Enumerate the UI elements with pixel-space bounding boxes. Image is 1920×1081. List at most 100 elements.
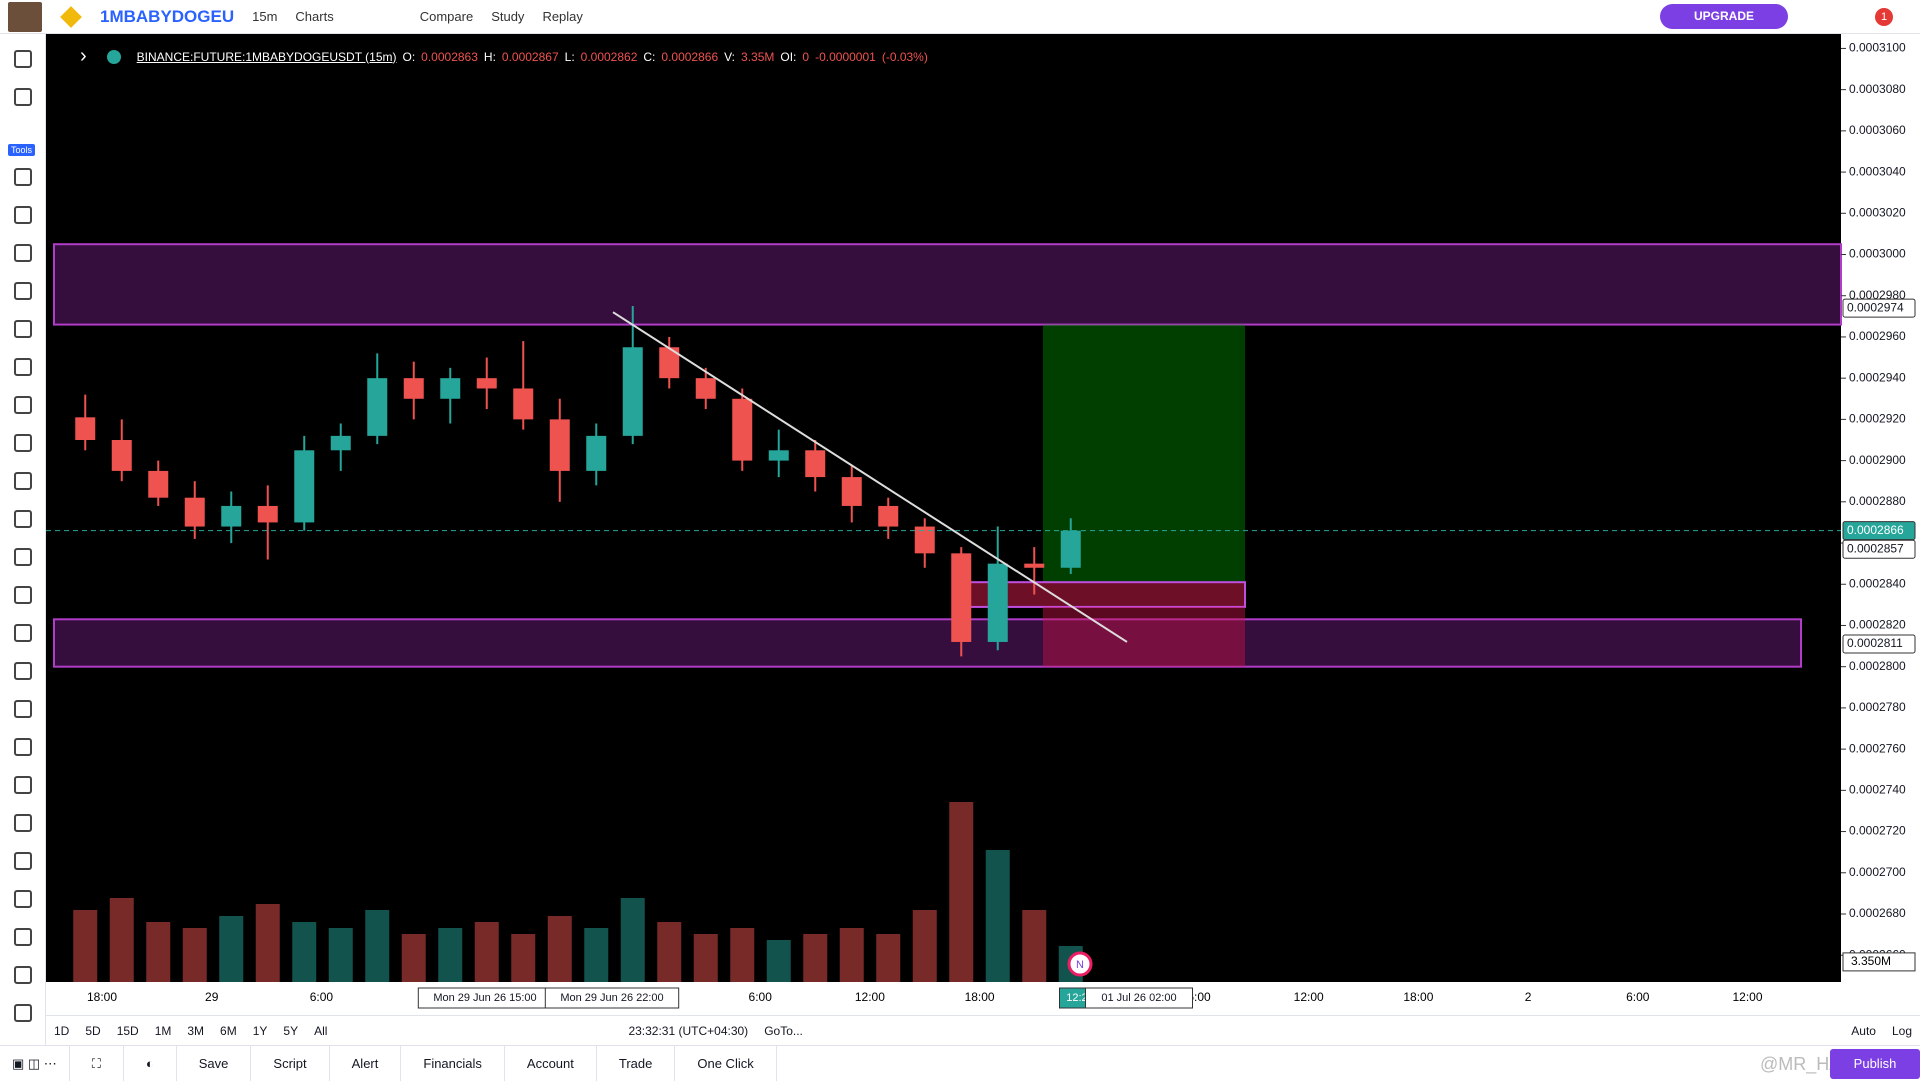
x-tick-label: 6:00	[1187, 990, 1211, 1004]
auto-toggle[interactable]: Auto	[1851, 1023, 1876, 1038]
volume-bar	[438, 928, 463, 982]
goto[interactable]: GoTo...	[764, 1023, 803, 1038]
legend-value: 0	[802, 49, 810, 64]
volume-bar	[657, 922, 682, 982]
tool[interactable]	[14, 206, 32, 224]
fullscreen[interactable]: ⛶	[70, 1045, 124, 1081]
volume-bar	[109, 898, 134, 982]
cursor-label: 01 Jul 26 02:00	[1101, 992, 1176, 1004]
candle-body	[294, 450, 315, 523]
tool[interactable]	[14, 738, 32, 756]
save-button[interactable]: Save	[177, 1045, 252, 1081]
one-click-button[interactable]: One Click	[675, 1045, 777, 1081]
time-axis	[46, 982, 1841, 1015]
tool[interactable]	[14, 700, 32, 718]
tool[interactable]	[14, 434, 32, 452]
financials-button[interactable]: Financials	[401, 1045, 505, 1081]
publish-button[interactable]: Publish	[1830, 1049, 1920, 1079]
y-tick-label: 0.0002880	[1849, 494, 1906, 508]
range-button[interactable]: 15D	[116, 1023, 139, 1038]
y-tick-label: 0.0003060	[1849, 123, 1906, 137]
clock: 23:32:31 (UTC+04:30)	[628, 1023, 749, 1038]
upgrade-button[interactable]: UPGRADE	[1660, 4, 1788, 29]
alert-button[interactable]: Alert	[330, 1045, 402, 1081]
range-button[interactable]: 5D	[85, 1023, 101, 1038]
price-badge-label: 0.0002974	[1847, 300, 1904, 314]
collapse-arrow[interactable]: ›	[80, 45, 87, 67]
candle-body	[951, 553, 972, 642]
account-button[interactable]: Account	[505, 1045, 597, 1081]
range-button[interactable]: 3M	[187, 1023, 205, 1038]
tools-label: Tools	[8, 144, 36, 156]
tool[interactable]	[14, 662, 32, 680]
tool[interactable]	[14, 472, 32, 490]
layout-icons[interactable]: ▣ ◫ ⋯	[0, 1045, 70, 1081]
volume-bar	[365, 910, 390, 982]
tool[interactable]	[14, 928, 32, 946]
trade-button[interactable]: Trade	[597, 1045, 676, 1081]
tool[interactable]	[14, 890, 32, 908]
candle-body	[148, 470, 169, 498]
replay-button[interactable]: Replay	[542, 9, 583, 24]
tool[interactable]	[14, 776, 32, 794]
theme[interactable]: ◐	[124, 1045, 177, 1081]
tool[interactable]	[14, 50, 32, 68]
charts-button[interactable]: Charts	[295, 9, 334, 24]
tool[interactable]	[14, 510, 32, 528]
position-stop	[1043, 606, 1245, 667]
volume-bar	[474, 922, 499, 982]
price-badge-label: 0.0002857	[1847, 541, 1904, 555]
cursor-badge	[544, 987, 680, 1009]
legend-value: 0.0002866	[661, 49, 719, 64]
tool[interactable]	[14, 852, 32, 870]
legend-value: 0.0002867	[501, 49, 559, 64]
avatar[interactable]	[8, 1, 42, 32]
candle-body	[403, 378, 424, 399]
legend-label: H:	[483, 49, 496, 64]
y-tick-label: 0.0002680	[1849, 906, 1906, 920]
zone	[53, 618, 1802, 668]
tool[interactable]	[14, 168, 32, 186]
tool[interactable]	[14, 1004, 32, 1022]
y-tick-label: 0.0003000	[1849, 247, 1906, 261]
legend-ticker[interactable]: BINANCE:FUTURE:1MBABYDOGEUSDT (15m)	[136, 49, 397, 64]
legend-change: -0.0000001	[815, 49, 876, 64]
notification-badge[interactable]: 1	[1875, 8, 1893, 26]
tool[interactable]	[14, 548, 32, 566]
tool[interactable]	[14, 814, 32, 832]
range-button[interactable]: 1M	[154, 1023, 172, 1038]
candle-body	[732, 398, 753, 461]
legend-value: 3.35M	[741, 49, 775, 64]
y-tick-label: 0.0002940	[1849, 370, 1906, 384]
volume-bar	[547, 916, 572, 982]
tool[interactable]	[14, 396, 32, 414]
log-toggle[interactable]: Log	[1891, 1023, 1912, 1038]
tool[interactable]	[14, 282, 32, 300]
tool[interactable]	[14, 624, 32, 642]
tool[interactable]	[14, 586, 32, 604]
tool[interactable]	[14, 88, 32, 106]
y-tick-label: 0.0002800	[1849, 659, 1906, 673]
y-tick-label: 0.0002740	[1849, 783, 1906, 797]
tool[interactable]	[14, 244, 32, 262]
symbol[interactable]: 1MBABYDOGEU	[100, 6, 235, 26]
script-button[interactable]: Script	[251, 1045, 330, 1081]
range-button[interactable]: 5Y	[283, 1023, 299, 1038]
cursor-badge	[1085, 987, 1193, 1009]
legend-label: C:	[643, 49, 656, 64]
tool[interactable]	[14, 966, 32, 984]
legend-value: 0.0002862	[580, 49, 638, 64]
range-button[interactable]: 1Y	[252, 1023, 268, 1038]
news-marker-label: N	[1076, 959, 1084, 971]
range-button[interactable]: 6M	[220, 1023, 237, 1038]
tool[interactable]	[14, 320, 32, 338]
compare-button[interactable]: Compare	[419, 9, 474, 24]
y-tick-label: 0.0002840	[1849, 576, 1906, 590]
y-tick-label: 0.0002700	[1849, 865, 1906, 879]
range-button[interactable]: All	[314, 1023, 328, 1038]
study-button[interactable]: Study	[491, 9, 525, 24]
x-tick-label: 12:00	[1732, 990, 1762, 1004]
interval[interactable]: 15m	[252, 9, 278, 24]
range-button[interactable]: 1D	[54, 1023, 70, 1038]
tool[interactable]	[14, 358, 32, 376]
